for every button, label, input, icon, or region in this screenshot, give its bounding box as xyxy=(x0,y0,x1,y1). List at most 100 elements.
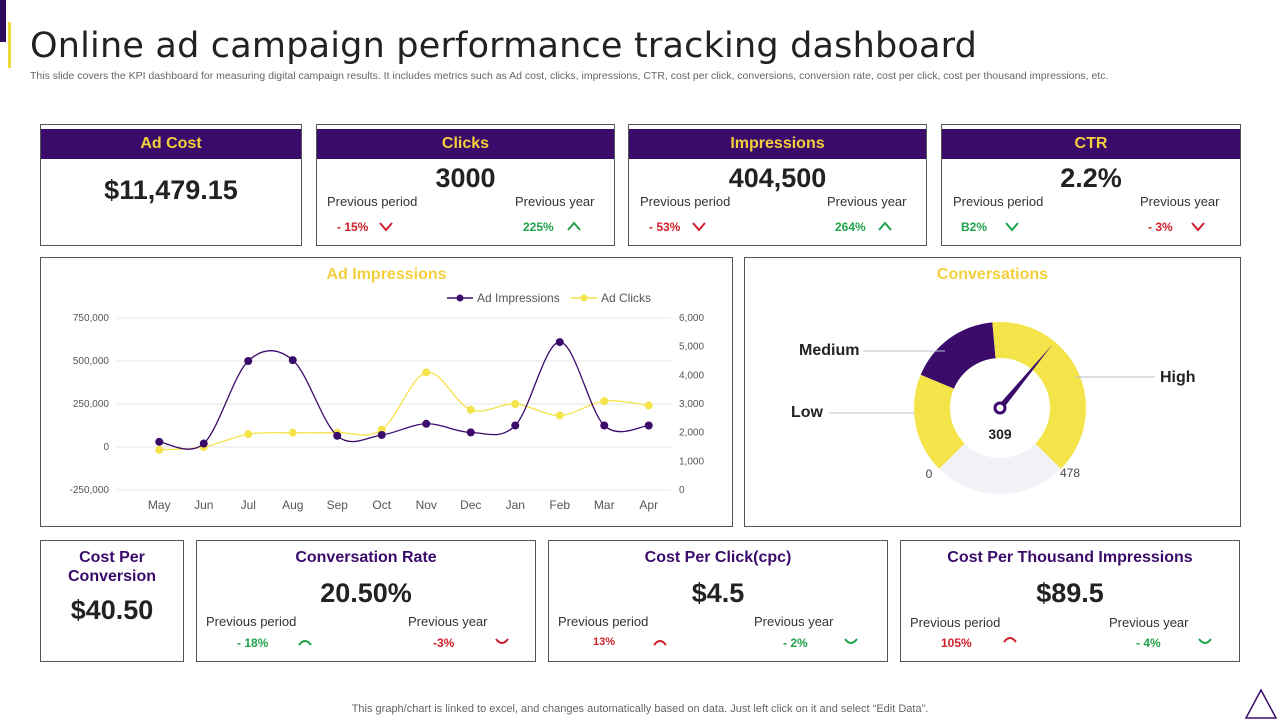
cpm-card[interactable]: Cost Per Thousand Impressions $89.5 Prev… xyxy=(900,540,1240,662)
ad-impressions-chart-card[interactable]: Ad Impressions 750,000 500,000 250,000 0 -25… xyxy=(40,257,733,527)
left-axis-tick: 750,000 xyxy=(73,313,110,324)
impressions-card[interactable]: Impressions 404,500 Previous period Prev… xyxy=(628,124,927,246)
impressions-prev-period-label: Previous period xyxy=(640,194,731,209)
chevron-down-icon xyxy=(692,222,706,232)
x-axis-tick: Aug xyxy=(282,498,303,512)
conversion-rate-prev-year-label: Previous year xyxy=(408,614,488,629)
clicks-card[interactable]: Clicks 3000 Previous period Previous yea… xyxy=(316,124,615,246)
arc-up-icon xyxy=(653,640,667,646)
data-point xyxy=(199,439,208,448)
cpc-value: $4.5 xyxy=(691,578,745,608)
right-axis-tick: 6,000 xyxy=(679,313,704,324)
chevron-up-icon xyxy=(567,221,581,231)
data-point xyxy=(466,405,475,414)
data-point xyxy=(288,356,297,365)
data-point xyxy=(244,357,253,365)
impressions-prev-period-value: - 53% xyxy=(649,220,681,234)
arc-up-icon xyxy=(298,640,312,646)
ctr-label: CTR xyxy=(942,129,1240,159)
gauge-band-high xyxy=(992,322,1086,469)
clicks-label: Clicks xyxy=(317,129,614,159)
data-point xyxy=(511,400,520,408)
right-axis-tick: 5,000 xyxy=(679,342,704,353)
right-axis-tick: 0 xyxy=(679,485,685,496)
data-point xyxy=(244,430,253,439)
right-axis-tick: 4,000 xyxy=(679,370,704,381)
left-axis-tick: 250,000 xyxy=(73,399,110,410)
ad-cost-label: Ad Cost xyxy=(41,129,301,159)
legend-label: Ad Clicks xyxy=(601,291,651,305)
impressions-label: Impressions xyxy=(629,129,926,159)
clicks-prev-year-value: 225% xyxy=(523,220,554,234)
gauge-min: 0 xyxy=(926,467,933,481)
ctr-prev-period-label: Previous period xyxy=(953,194,1044,209)
ctr-prev-year-value: - 3% xyxy=(1148,220,1173,234)
cpm-prev-period-value: 105% xyxy=(941,636,972,650)
x-axis-tick: Apr xyxy=(639,498,658,512)
chevron-down-icon xyxy=(1191,222,1205,232)
data-point xyxy=(644,421,653,430)
conversion-rate-label: Conversation Rate xyxy=(295,549,437,566)
gauge-band-label: High xyxy=(1160,369,1196,386)
chevron-down-icon xyxy=(1005,222,1019,232)
gauge-needle xyxy=(997,344,1053,410)
right-axis-tick: 1,000 xyxy=(679,456,704,467)
accent-bar-yellow xyxy=(8,22,11,68)
clicks-prev-period-value: - 15% xyxy=(337,220,369,234)
x-axis-tick: Jul xyxy=(241,498,256,512)
data-point xyxy=(511,421,520,430)
cost-per-conversion-label: Cost Per Conversion xyxy=(67,549,156,585)
gauge-max: 478 xyxy=(1060,466,1080,480)
arc-down-icon xyxy=(844,638,858,644)
ctr-value: 2.2% xyxy=(1060,163,1122,193)
gauge-title: Conversations xyxy=(936,266,1049,283)
gauge-band-label: Medium xyxy=(799,342,859,359)
cpc-label: Cost Per Click(cpc) xyxy=(644,549,792,566)
data-point xyxy=(466,428,475,437)
left-axis-tick: 500,000 xyxy=(73,356,110,367)
chart-title: Ad Impressions xyxy=(326,266,447,283)
clicks-prev-year-label: Previous year xyxy=(515,194,595,209)
arc-down-icon xyxy=(495,638,509,644)
conversations-chart-card[interactable]: Conversations 309 0 478 Medium Low High xyxy=(744,257,1241,527)
page-title: Online ad campaign performance tracking … xyxy=(30,26,978,66)
left-axis-tick: -250,000 xyxy=(70,485,110,496)
cpm-prev-year-label: Previous year xyxy=(1109,615,1189,630)
legend-marker xyxy=(456,294,464,302)
arc-up-icon xyxy=(1003,637,1017,643)
ad-cost-card[interactable]: Ad Cost $11,479.15 xyxy=(40,124,302,246)
x-axis-tick: Jan xyxy=(506,498,525,512)
data-point xyxy=(288,428,297,437)
conversion-rate-prev-year-value: -3% xyxy=(433,636,455,650)
x-axis-tick: May xyxy=(148,498,171,512)
x-axis-tick: Sep xyxy=(327,498,349,512)
cpc-prev-period-value: 13% xyxy=(593,636,616,648)
data-point xyxy=(377,430,386,439)
impressions-value: 404,500 xyxy=(728,163,827,193)
cost-per-conversion-card[interactable]: Cost Per Conversion $40.50 xyxy=(40,540,184,662)
conversion-rate-card[interactable]: Conversation Rate 20.50% Previous period… xyxy=(196,540,536,662)
right-axis-tick: 2,000 xyxy=(679,428,704,439)
cpm-prev-year-value: - 4% xyxy=(1136,636,1161,650)
x-axis-tick: Oct xyxy=(372,498,391,512)
legend-label: Ad Impressions xyxy=(477,291,560,305)
x-axis-tick: Feb xyxy=(549,498,570,512)
arc-down-icon xyxy=(1198,638,1212,644)
data-point xyxy=(644,401,653,410)
data-point xyxy=(333,431,342,440)
cpc-card[interactable]: Cost Per Click(cpc) $4.5 Previous period… xyxy=(548,540,888,662)
gauge-background xyxy=(939,443,1061,494)
accent-bar xyxy=(0,0,6,42)
left-axis-tick: 0 xyxy=(103,442,109,453)
cpm-label: Cost Per Thousand Impressions xyxy=(947,549,1193,566)
gauge-value: 309 xyxy=(988,426,1012,442)
series-line-ad-clicks xyxy=(159,371,649,451)
data-point xyxy=(155,445,164,454)
ctr-card[interactable]: CTR 2.2% Previous period Previous year B… xyxy=(941,124,1241,246)
gauge-band-label: Low xyxy=(791,404,824,421)
data-point xyxy=(600,421,609,430)
data-point xyxy=(422,368,431,377)
clicks-prev-period-label: Previous period xyxy=(327,194,418,209)
ctr-prev-period-value: B2% xyxy=(961,220,988,234)
ad-cost-value: $11,479.15 xyxy=(104,175,238,205)
